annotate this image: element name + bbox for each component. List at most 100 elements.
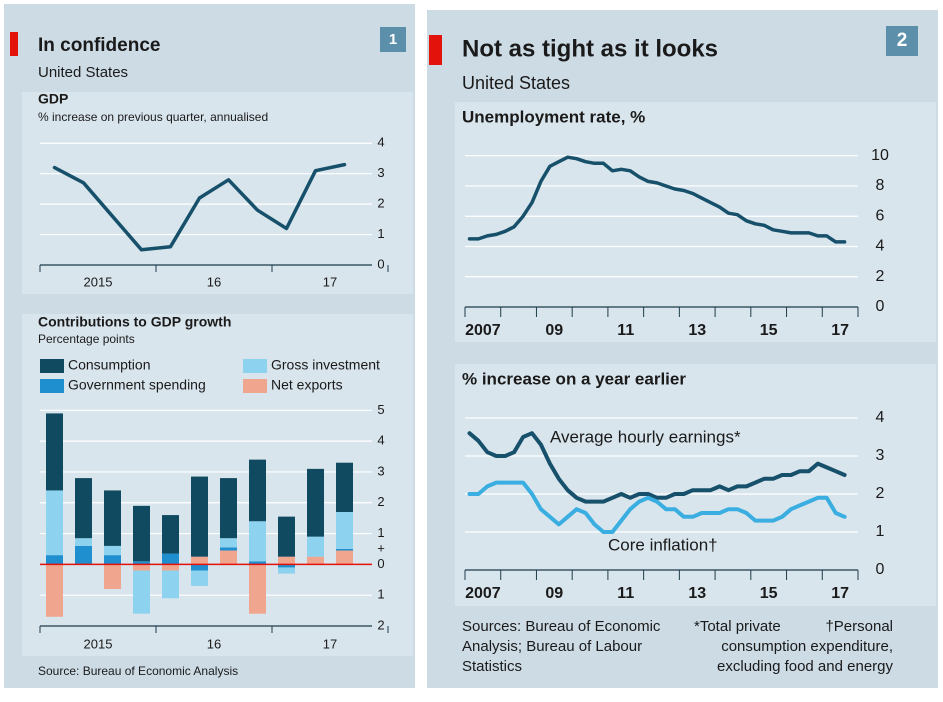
bar-segment bbox=[278, 564, 295, 568]
number-box bbox=[380, 27, 406, 52]
x-tick-label: 13 bbox=[688, 322, 706, 339]
y-tick-label: 3 bbox=[377, 463, 384, 478]
bar-segment bbox=[46, 555, 63, 565]
y-tick-label: 3 bbox=[377, 165, 384, 180]
chart-title: GDP bbox=[38, 91, 68, 107]
footnotes: *Total private †Personal consumption expe… bbox=[694, 617, 893, 677]
legend-label: Government spending bbox=[68, 377, 206, 393]
bar-segment bbox=[278, 567, 295, 574]
x-tick-label: 09 bbox=[545, 322, 563, 339]
x-tick-label: 2007 bbox=[465, 585, 501, 602]
y-tick-label: 2 bbox=[876, 485, 885, 502]
legend-swatch bbox=[40, 379, 64, 393]
chart-title: Unemployment rate, % bbox=[462, 107, 645, 126]
bar-segment bbox=[278, 556, 295, 565]
bar-segment bbox=[307, 468, 324, 537]
line-label: Average hourly earnings* bbox=[550, 427, 741, 446]
bar-segment bbox=[336, 550, 353, 565]
legend-swatch bbox=[243, 359, 267, 373]
y-tick-label: 1 bbox=[377, 226, 384, 241]
y-tick-label: 4 bbox=[876, 238, 885, 255]
x-tick-label: 17 bbox=[831, 322, 849, 339]
legend-label: Consumption bbox=[68, 357, 151, 373]
bar-segment bbox=[133, 564, 150, 571]
panel-number: 1 bbox=[389, 31, 397, 48]
annotation: + bbox=[377, 540, 385, 555]
y-tick-label: 8 bbox=[876, 177, 885, 194]
legend-label: Gross investment bbox=[271, 357, 380, 373]
x-tick-label: 17 bbox=[831, 585, 849, 602]
bar-segment bbox=[278, 516, 295, 557]
footnote: *Total private bbox=[694, 618, 781, 635]
x-tick-label: 11 bbox=[617, 322, 634, 339]
bar-segment bbox=[249, 459, 266, 522]
x-tick-label: 2015 bbox=[84, 274, 113, 289]
y-tick-label: 4 bbox=[377, 135, 384, 150]
y-tick-label: 10 bbox=[871, 147, 889, 164]
panel-subtitle: United States bbox=[462, 73, 570, 93]
x-tick-label: 16 bbox=[207, 636, 221, 651]
bar-segment bbox=[191, 570, 208, 586]
plot-background bbox=[455, 364, 936, 606]
panel-number: 2 bbox=[897, 30, 908, 51]
chart-subtitle: % increase on previous quarter, annualis… bbox=[38, 110, 268, 124]
x-tick-label: 15 bbox=[760, 322, 778, 339]
chart-title: Contributions to GDP growth bbox=[38, 314, 231, 330]
bar-segment bbox=[336, 548, 353, 551]
x-tick-label: 15 bbox=[760, 585, 778, 602]
bar-segment bbox=[75, 545, 92, 565]
bar-segment bbox=[220, 538, 237, 548]
legend-swatch bbox=[243, 379, 267, 393]
y-tick-label: 2 bbox=[876, 268, 885, 285]
line bbox=[467, 480, 847, 534]
source: Source: Bureau of Economic Analysis bbox=[38, 664, 238, 678]
y-tick-label: 0 bbox=[876, 561, 885, 578]
chart-subtitle: Percentage points bbox=[38, 332, 135, 346]
bar-segment bbox=[162, 553, 179, 565]
x-tick-label: 17 bbox=[323, 636, 337, 651]
y-tick-label: 2 bbox=[377, 494, 384, 509]
bar-segment bbox=[104, 490, 121, 546]
line bbox=[52, 162, 347, 252]
bar-segment bbox=[220, 547, 237, 551]
bar-segment bbox=[133, 570, 150, 614]
plot-background bbox=[22, 92, 413, 294]
y-tick-label: 0 bbox=[377, 556, 384, 571]
x-tick-label: 2007 bbox=[465, 322, 501, 339]
y-tick-label: 1 bbox=[876, 523, 885, 540]
line bbox=[467, 155, 847, 244]
bar-segment bbox=[46, 413, 63, 491]
line bbox=[467, 431, 847, 504]
bar-segment bbox=[307, 536, 324, 557]
bar-segment bbox=[75, 538, 92, 546]
bar-segment bbox=[133, 505, 150, 562]
line-label: Core inflation† bbox=[608, 535, 718, 554]
x-tick-label: 13 bbox=[688, 585, 706, 602]
y-tick-label: 0 bbox=[377, 256, 384, 271]
y-tick-label: 3 bbox=[876, 447, 885, 464]
plot-background bbox=[455, 102, 936, 342]
bar-segment bbox=[249, 521, 266, 562]
bar-segment bbox=[46, 490, 63, 556]
bar-segment bbox=[104, 564, 121, 590]
y-tick-label: 4 bbox=[377, 433, 384, 448]
x-tick-label: 17 bbox=[323, 274, 337, 289]
y-tick-label: 1 bbox=[377, 587, 384, 602]
bar-segment bbox=[307, 556, 324, 565]
footnote: †Personal consumption expenditure, exclu… bbox=[717, 618, 893, 675]
x-tick-label: 16 bbox=[207, 274, 221, 289]
y-tick-label: 2 bbox=[377, 617, 384, 632]
bar-segment bbox=[162, 564, 179, 571]
red-tag bbox=[10, 32, 18, 56]
bar-segment bbox=[104, 545, 121, 556]
bar-segment bbox=[249, 561, 266, 565]
bar-segment bbox=[220, 550, 237, 565]
panel-subtitle: United States bbox=[38, 64, 128, 81]
bar-segment bbox=[191, 476, 208, 557]
source: Sources: Bureau of Economic Analysis; Bu… bbox=[462, 618, 661, 675]
panel-title: Not as tight as it looks bbox=[462, 35, 718, 62]
legend-swatch bbox=[40, 359, 64, 373]
x-tick-label: 11 bbox=[617, 585, 634, 602]
